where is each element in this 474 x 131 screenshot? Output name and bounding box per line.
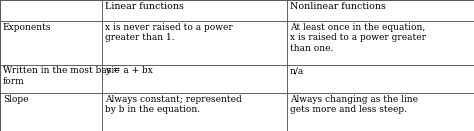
Text: n/a: n/a bbox=[290, 66, 304, 75]
Bar bbox=[102, 0, 287, 21]
Text: Linear functions: Linear functions bbox=[105, 2, 183, 11]
Bar bbox=[287, 65, 474, 93]
Bar bbox=[0, 21, 102, 65]
Text: Always constant; represented
by b in the equation.: Always constant; represented by b in the… bbox=[105, 95, 242, 114]
Text: At least once in the equation,
x is raised to a power greater
than one.: At least once in the equation, x is rais… bbox=[290, 23, 426, 53]
Bar bbox=[102, 65, 287, 93]
Text: Slope: Slope bbox=[3, 95, 28, 104]
Bar bbox=[0, 93, 102, 131]
Bar bbox=[287, 93, 474, 131]
Text: y = a + bx: y = a + bx bbox=[105, 66, 153, 75]
Bar bbox=[287, 0, 474, 21]
Text: Always changing as the line
gets more and less steep.: Always changing as the line gets more an… bbox=[290, 95, 418, 114]
Bar bbox=[287, 21, 474, 65]
Text: Written in the most basic
form: Written in the most basic form bbox=[3, 66, 119, 86]
Text: Exponents: Exponents bbox=[3, 23, 51, 32]
Text: Nonlinear functions: Nonlinear functions bbox=[290, 2, 385, 11]
Bar bbox=[102, 21, 287, 65]
Bar bbox=[0, 65, 102, 93]
Text: x is never raised to a power
greater than 1.: x is never raised to a power greater tha… bbox=[105, 23, 233, 42]
Bar bbox=[0, 0, 102, 21]
Bar bbox=[102, 93, 287, 131]
